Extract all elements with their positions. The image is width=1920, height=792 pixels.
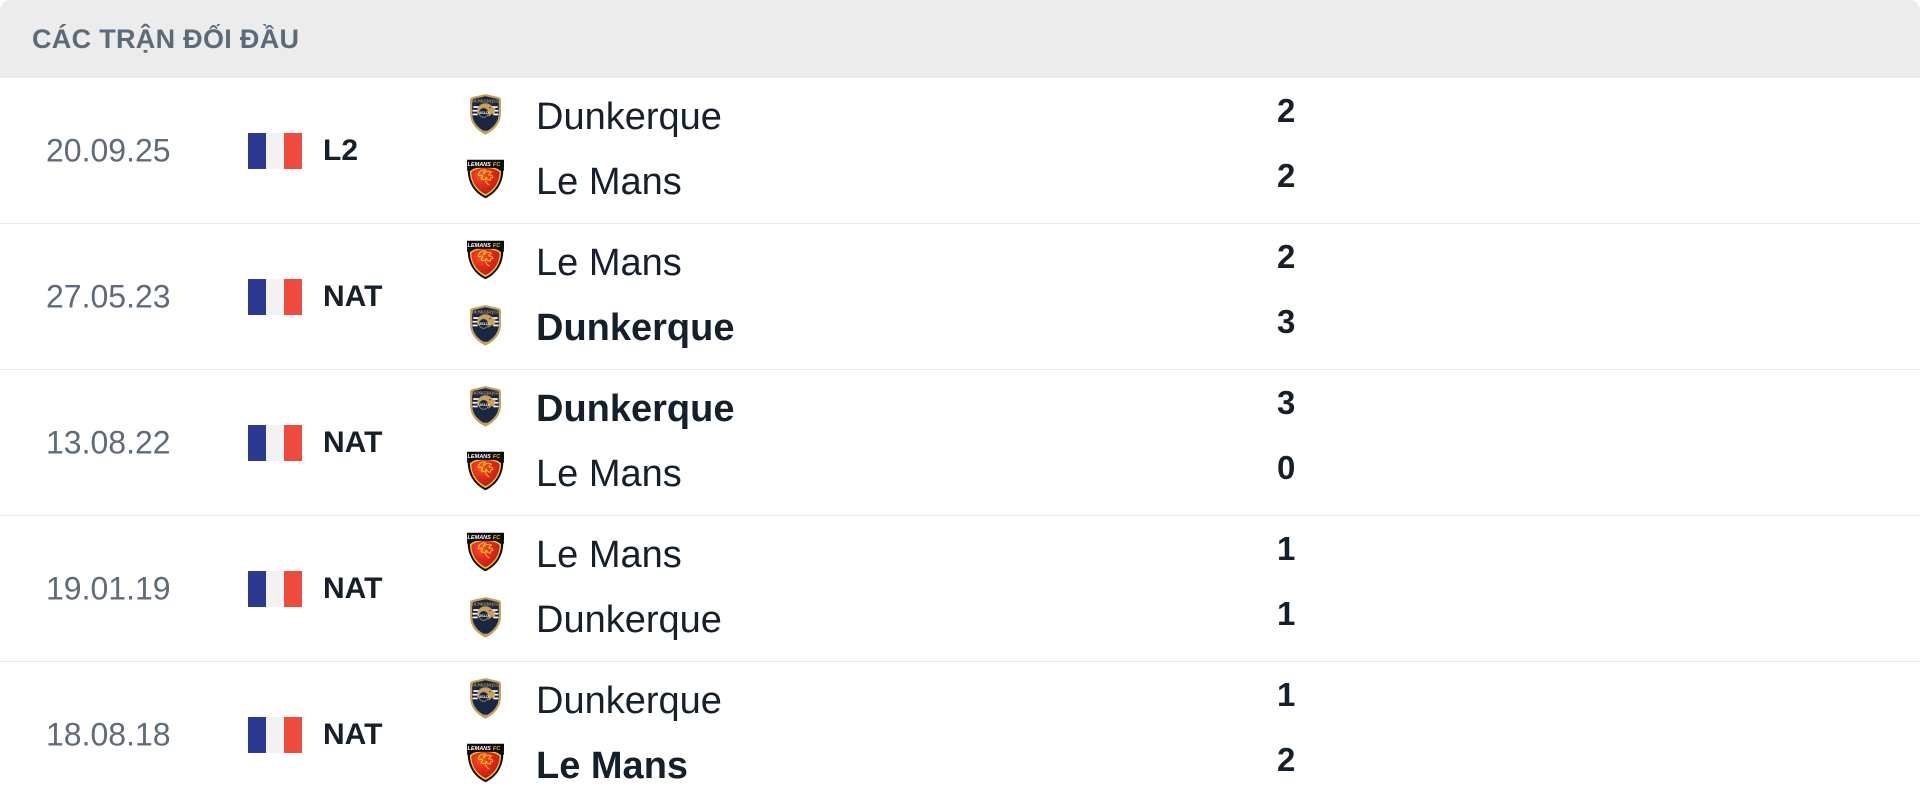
svg-text:FC: FC <box>493 162 501 168</box>
svg-text:USLD: USLD <box>478 613 489 618</box>
svg-text:FC: FC <box>493 535 501 541</box>
svg-text:FC: FC <box>493 454 501 460</box>
svg-text:LEMANS: LEMANS <box>468 243 492 249</box>
svg-text:LEMANS: LEMANS <box>468 162 492 168</box>
svg-text:USLD: USLD <box>478 110 489 115</box>
svg-text:LEMANS: LEMANS <box>468 535 492 541</box>
svg-text:DUNKERQUE: DUNKERQUE <box>472 391 499 396</box>
svg-text:USLD: USLD <box>478 694 489 699</box>
svg-text:DUNKERQUE: DUNKERQUE <box>472 602 499 607</box>
svg-text:FC: FC <box>493 243 501 249</box>
svg-text:FC: FC <box>493 746 501 752</box>
svg-text:LEMANS: LEMANS <box>468 454 492 460</box>
svg-text:DUNKERQUE: DUNKERQUE <box>472 99 499 104</box>
svg-text:LEMANS: LEMANS <box>468 746 492 752</box>
svg-text:DUNKERQUE: DUNKERQUE <box>472 310 499 315</box>
svg-text:USLD: USLD <box>478 321 489 326</box>
svg-text:DUNKERQUE: DUNKERQUE <box>472 683 499 688</box>
svg-text:USLD: USLD <box>478 402 489 407</box>
